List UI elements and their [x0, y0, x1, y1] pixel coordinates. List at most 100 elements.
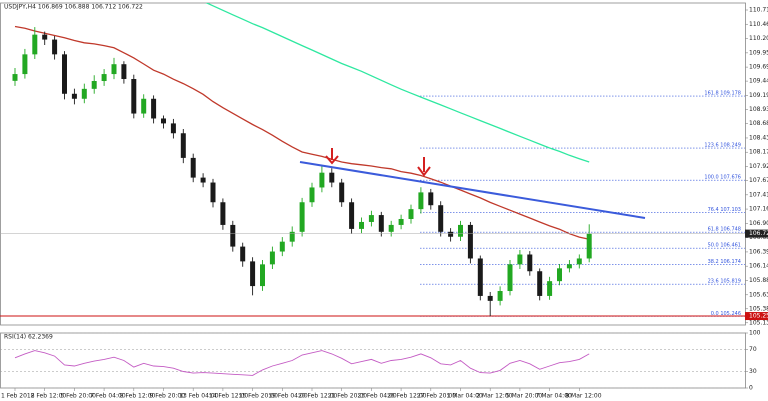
panel-border	[0, 2, 746, 326]
candle-body	[200, 177, 206, 183]
y-tick-label: 109.445	[749, 78, 768, 85]
y-tick-label: 107.920	[749, 163, 768, 170]
y-tick-label: 107.160	[749, 206, 768, 213]
candle-body	[42, 34, 48, 40]
chart-title: USDJPY,H4 106.869 106.888 106.712 106.72…	[4, 4, 143, 11]
x-tick-label: 27 Feb 20:00	[417, 393, 457, 400]
candle-body	[349, 202, 355, 229]
candle-body	[121, 64, 127, 79]
y-tick-label: 109.950	[749, 49, 768, 56]
price-tag-label: 106.722	[749, 230, 768, 237]
x-tick-label: 26 Feb 12:00	[387, 393, 427, 400]
x-tick-label: 23 Feb 04:00	[357, 393, 397, 400]
candle-body	[161, 118, 166, 124]
candle-body	[62, 54, 67, 94]
candle-body	[52, 39, 58, 55]
fib-label: 123.6 108.249	[704, 143, 741, 149]
candle-body	[141, 98, 147, 114]
fib-label: 100.0 107.676	[704, 175, 741, 181]
line	[205, 3, 590, 163]
candle-body	[477, 258, 483, 296]
candle-body	[12, 74, 18, 81]
candle-body	[438, 205, 444, 232]
candle-body	[180, 133, 186, 158]
fib-label: 38.2 106.174	[708, 259, 741, 265]
candle-body	[497, 291, 503, 301]
y-tick-label: 107.415	[749, 191, 768, 198]
x-tick-label: 14 Feb 12:00	[209, 393, 249, 400]
candle-body	[418, 192, 424, 210]
y-tick-label: 106.140	[749, 263, 768, 270]
candle-body	[240, 246, 246, 262]
candle-body	[279, 241, 285, 252]
y-tick-label: 110.715	[749, 7, 768, 14]
x-tick-label: 2 Mar 12:00	[476, 393, 512, 400]
y-tick-label: 30	[749, 368, 757, 375]
y-tick-label: 70	[749, 346, 757, 353]
fib-label: 50.0 106.461	[708, 243, 741, 249]
candle-body	[398, 218, 404, 225]
candle-body	[220, 202, 226, 225]
y-tick-label: 110.460	[749, 21, 768, 28]
x-tick-label: 19 Feb 04:00	[268, 393, 308, 400]
rsi-title: RSI(14) 62.2369	[4, 334, 53, 341]
candle-body	[557, 268, 562, 282]
candle-body	[487, 295, 493, 301]
candle-body	[319, 172, 325, 188]
y-tick-label: 105.885	[749, 277, 768, 284]
x-tick-label: 8 Feb 12:00	[120, 393, 156, 400]
candle-body	[428, 192, 434, 206]
fib-label: 61.8 106.748	[708, 227, 741, 233]
y-tick-label: 108.685	[749, 120, 768, 127]
candle-body	[151, 98, 157, 119]
x-tick-label: 7 Feb 04:00	[90, 393, 126, 400]
y-tick-label: 108.430	[749, 134, 768, 141]
candle-body	[170, 123, 176, 134]
x-tick-label: 20 Feb 12:00	[298, 393, 338, 400]
y-tick-label: 106.395	[749, 248, 768, 255]
candle-body	[289, 231, 295, 242]
y-tick-label: 109.695	[749, 64, 768, 71]
x-tick-label: 1 Mar 04:00	[447, 393, 483, 400]
candle-body	[378, 215, 384, 232]
candle-body	[190, 157, 196, 178]
candle-body	[22, 54, 28, 75]
candle-body	[507, 264, 513, 292]
candle-body	[388, 224, 394, 232]
price-tag	[745, 312, 768, 321]
candle-body	[329, 172, 335, 183]
candle-body	[586, 233, 592, 259]
x-tick-label: 8 Mar 12:00	[565, 393, 601, 400]
candle-body	[260, 264, 265, 287]
candle-body	[91, 81, 97, 89]
x-tick-label: 5 Mar 20:00	[506, 393, 542, 400]
candle-body	[210, 182, 216, 203]
candle-body	[576, 258, 582, 265]
candle-body	[527, 254, 533, 272]
x-tick-label: 2 Feb 12:00	[31, 393, 67, 400]
candle-body	[111, 64, 117, 75]
candle-body	[71, 93, 77, 99]
y-tick-label: 107.670	[749, 177, 768, 184]
fib-label: 0.0 105.246	[711, 311, 741, 317]
candle-body	[517, 254, 523, 265]
y-tick-label: 108.935	[749, 106, 768, 113]
candle-body	[101, 74, 107, 82]
x-tick-label: 13 Feb 04:00	[179, 393, 219, 400]
candle-body	[368, 215, 374, 222]
y-tick-label: 105.130	[749, 319, 768, 326]
price-tag-label: 105.250	[749, 313, 768, 320]
candle-body	[458, 224, 463, 237]
candle-body	[250, 261, 256, 287]
fib-label: 161.8 109.178	[704, 91, 741, 97]
candle-body	[269, 251, 275, 265]
candle-body	[131, 78, 137, 114]
candle-body	[339, 182, 345, 203]
candle-body	[309, 187, 315, 203]
x-tick-label: 21 Feb 20:00	[328, 393, 368, 400]
candle-body	[359, 221, 364, 229]
line	[14, 350, 590, 376]
x-tick-label: 1 Feb 2018	[1, 393, 35, 400]
